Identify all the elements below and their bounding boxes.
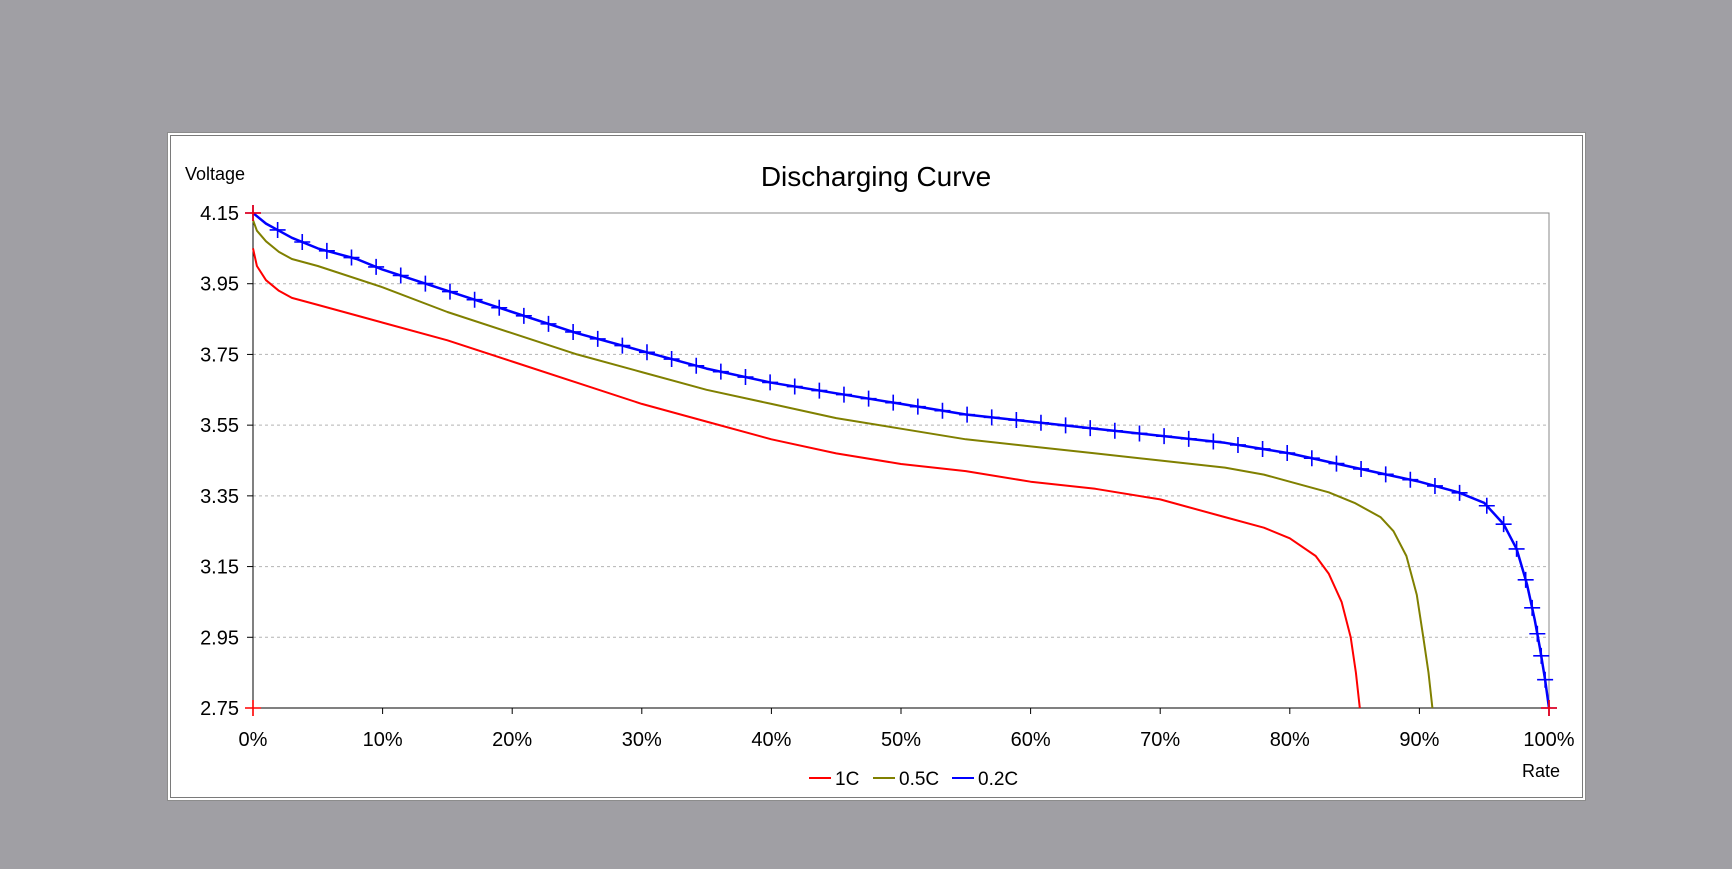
legend-label-1C: 1C (835, 769, 859, 790)
corner-marker (1541, 700, 1557, 716)
x-tick-label: 0% (239, 729, 268, 751)
legend-label-0.2C: 0.2C (978, 769, 1018, 790)
series-marker-0.2C (1032, 414, 1049, 431)
series-marker-0.2C (1303, 450, 1320, 467)
series-marker-0.2C (1495, 516, 1512, 533)
series-marker-0.2C (737, 369, 754, 386)
series-marker-0.2C (1131, 425, 1148, 442)
x-tick-label: 10% (363, 729, 403, 751)
series-marker-0.2C (934, 402, 951, 419)
series-marker-0.2C (491, 299, 508, 316)
series-marker-0.2C (343, 249, 360, 266)
series-marker-0.2C (294, 233, 311, 250)
discharging-curve-chart: 4.15 3.95 3.75 3.55 3.35 3.15 2.95 2.750% 10% 20%… (185, 161, 1575, 790)
series-marker-0.2C (1229, 436, 1246, 453)
x-tick-label: 50% (881, 729, 921, 751)
series-marker-0.2C (1279, 445, 1296, 462)
series-marker-0.2C (663, 351, 680, 368)
series-marker-0.2C (1529, 625, 1546, 642)
series-marker-0.2C (983, 409, 1000, 426)
series-marker-0.2C (1008, 412, 1025, 429)
plot-area (252, 212, 1550, 709)
series-marker-0.2C (1082, 420, 1099, 437)
y-axis-title: Voltage (185, 164, 245, 184)
x-tick-label: 70% (1140, 729, 1180, 751)
series-marker-0.2C (835, 386, 852, 403)
series-marker-0.2C (540, 315, 557, 332)
x-tick-label: 40% (751, 729, 791, 751)
series-marker-0.2C (589, 330, 606, 347)
series-marker-0.2C (1533, 647, 1550, 664)
series-marker-0.2C (1451, 484, 1468, 501)
series-marker-0.2C (1377, 466, 1394, 483)
series-marker-0.2C (860, 390, 877, 407)
series-markers (245, 205, 1557, 716)
series-marker-0.2C (1353, 460, 1370, 477)
x-tick-label: 100% (1523, 729, 1574, 751)
series-line-0.5C (252, 219, 1434, 709)
series-marker-0.2C (909, 398, 926, 415)
series-marker-0.2C (565, 323, 582, 340)
series-marker-0.2C (614, 337, 631, 354)
y-tick-label: 2.95 (200, 627, 239, 649)
series-marker-0.2C (515, 307, 532, 324)
series-marker-0.2C (318, 242, 335, 259)
y-tick-label: 2.75 (200, 698, 239, 720)
x-axis-title: Rate (1522, 761, 1560, 781)
y-tick-label: 3.75 (200, 344, 239, 366)
x-tick-label: 60% (1011, 729, 1051, 751)
y-tick-label: 4.15 (200, 203, 239, 225)
series-marker-0.2C (1205, 433, 1222, 450)
series-marker-0.2C (1508, 540, 1525, 557)
series-marker-0.2C (638, 344, 655, 361)
series-marker-0.2C (1537, 671, 1554, 688)
chart-title: Discharging Curve (761, 161, 991, 192)
legend: 1C 0.5C 0.2C (809, 769, 1018, 790)
series-marker-0.2C (368, 258, 385, 275)
series-marker-0.2C (269, 221, 286, 238)
series-marker-0.2C (417, 275, 434, 292)
series-marker-0.2C (762, 374, 779, 391)
x-tick-label: 20% (492, 729, 532, 751)
series-marker-0.2C (1254, 440, 1271, 457)
legend-label-0.5C: 0.5C (899, 769, 939, 790)
series-marker-0.2C (959, 406, 976, 423)
corner-marker (245, 205, 261, 221)
x-tick-label: 90% (1399, 729, 1439, 751)
series-marker-0.2C (1156, 428, 1173, 445)
series-marker-0.2C (1478, 497, 1495, 514)
series-marker-0.2C (441, 283, 458, 300)
series-line-1C (252, 248, 1361, 709)
series-marker-0.2C (1426, 477, 1443, 494)
series-marker-0.2C (811, 382, 828, 399)
x-tick-label: 30% (622, 729, 662, 751)
series-marker-0.2C (466, 291, 483, 308)
y-tick-label: 3.15 (200, 557, 239, 579)
series-marker-0.2C (1180, 430, 1197, 447)
series-marker-0.2C (712, 363, 729, 380)
y-tick-label: 3.35 (200, 486, 239, 508)
grid-lines (253, 283, 1549, 638)
series-marker-0.2C (786, 378, 803, 395)
chart-frame: 4.15 3.95 3.75 3.55 3.35 3.15 2.95 2.75 0% 10% 20%… (167, 132, 1586, 801)
series-marker-0.2C (688, 357, 705, 374)
series-marker-0.2C (885, 394, 902, 411)
series-marker-0.2C (1328, 455, 1345, 472)
series-marker-0.2C (1402, 471, 1419, 488)
axes: 4.15 3.95 3.75 3.55 3.35 3.15 2.95 2.750% 10% 20%… (200, 203, 1575, 751)
series-marker-0.2C (1517, 571, 1534, 588)
series-marker-0.2C (1057, 417, 1074, 434)
series-marker-0.2C (1524, 599, 1541, 616)
x-tick-label: 80% (1270, 729, 1310, 751)
y-tick-label: 3.55 (200, 415, 239, 437)
y-tick-label: 3.95 (200, 274, 239, 296)
series-marker-0.2C (1106, 422, 1123, 439)
corner-marker (245, 700, 261, 716)
series-marker-0.2C (392, 267, 409, 284)
